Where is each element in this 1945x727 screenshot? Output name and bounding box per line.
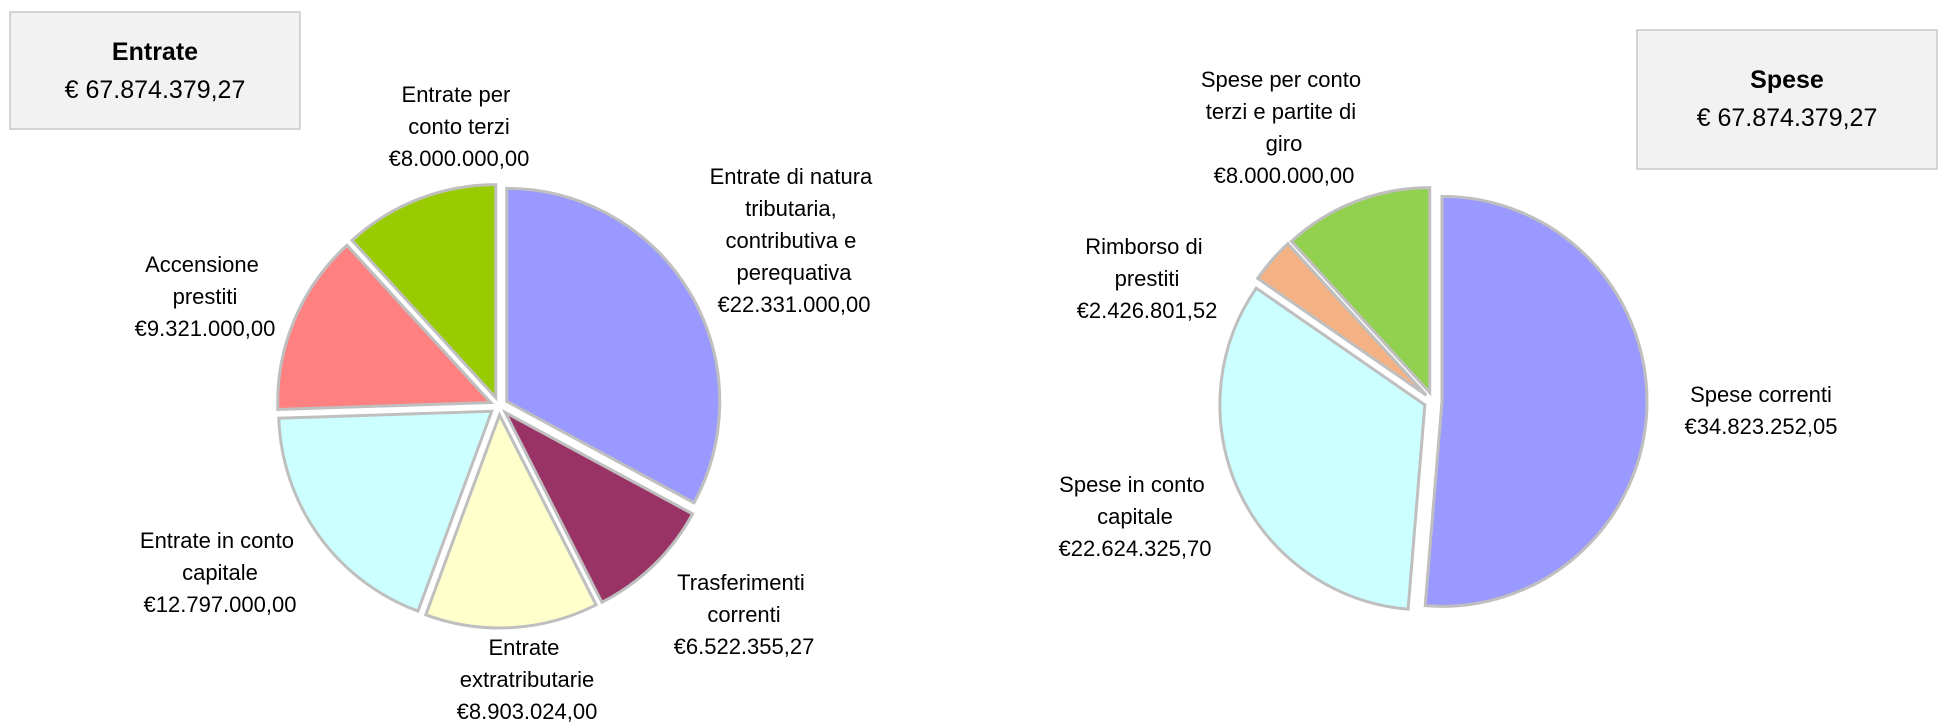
label-line: Trasferimenti [677, 570, 811, 595]
label-line: prestiti [1115, 266, 1180, 291]
slice-label: Accensione prestiti [145, 252, 265, 309]
pie-slice [276, 243, 495, 412]
slice-label: Entrate per conto terzi [402, 82, 517, 139]
label-line: correnti [707, 602, 780, 627]
label-line: terzi e partite di [1206, 99, 1363, 124]
pie-slice [1218, 286, 1427, 611]
label-line: Spese per conto [1201, 67, 1367, 92]
pie-slice [277, 409, 494, 614]
slice-value-label: €9.321.000,00 [135, 316, 276, 341]
pie-slice [1423, 194, 1649, 608]
total-title: Entrate [112, 38, 198, 66]
total-value: € 67.874.379,27 [1697, 104, 1878, 132]
label-line: Entrate per [402, 82, 517, 107]
slice-label: Entrate extratributarie [460, 635, 595, 692]
pie-slice [423, 411, 599, 630]
slice-value-label: €22.624.325,70 [1059, 536, 1212, 561]
slice-label: Rimborso di prestiti [1085, 234, 1208, 291]
pie-slice [1289, 186, 1432, 397]
slice-label: Trasferimenti correnti [677, 570, 811, 627]
pie-slice [349, 183, 498, 402]
label-line: perequativa [737, 260, 853, 285]
label-line: capitale [182, 560, 258, 585]
label-line: Entrate [488, 635, 565, 660]
slice-value-label: €2.426.801,52 [1077, 298, 1218, 323]
slice-value-label: €8.000.000,00 [389, 146, 530, 171]
slice-value-label: €6.522.355,27 [674, 634, 815, 659]
slice-label: Entrate in conto capitale [140, 528, 300, 585]
total-box [9, 11, 301, 130]
label-line: capitale [1097, 504, 1173, 529]
label-line: conto terzi [408, 114, 510, 139]
label-line: tributaria, [745, 196, 843, 221]
label-line: prestiti [173, 284, 238, 309]
slice-label: Spese correnti [1690, 382, 1832, 407]
slice-value-label: €12.797.000,00 [144, 592, 297, 617]
label-line: Rimborso di [1085, 234, 1208, 259]
label-line: Spese in conto [1059, 472, 1211, 497]
label-line: extratributarie [460, 667, 595, 692]
label-line: Accensione [145, 252, 265, 277]
pie-slice [1255, 241, 1428, 397]
pie-slice [501, 408, 695, 605]
slice-value-label: €8.903.024,00 [457, 699, 598, 724]
total-title: Spese [1750, 66, 1824, 94]
label-line: Entrate di natura [710, 164, 879, 189]
label-line: contributiva e [726, 228, 863, 253]
label-line: Entrate in conto [140, 528, 300, 553]
total-value: € 67.874.379,27 [65, 76, 246, 104]
label-line: Spese correnti [1690, 382, 1832, 407]
slice-value-label: €8.000.000,00 [1214, 163, 1355, 188]
slice-label: Spese per conto terzi e partite di giro [1201, 67, 1367, 156]
total-box [1636, 29, 1938, 170]
pie-slice [505, 186, 722, 505]
slice-value-label: €34.823.252,05 [1685, 414, 1838, 439]
slice-label: Entrate di natura tributaria, contributi… [710, 164, 879, 285]
label-line: giro [1266, 131, 1303, 156]
slice-label: Spese in conto capitale [1059, 472, 1211, 529]
slice-value-label: €22.331.000,00 [718, 292, 871, 317]
